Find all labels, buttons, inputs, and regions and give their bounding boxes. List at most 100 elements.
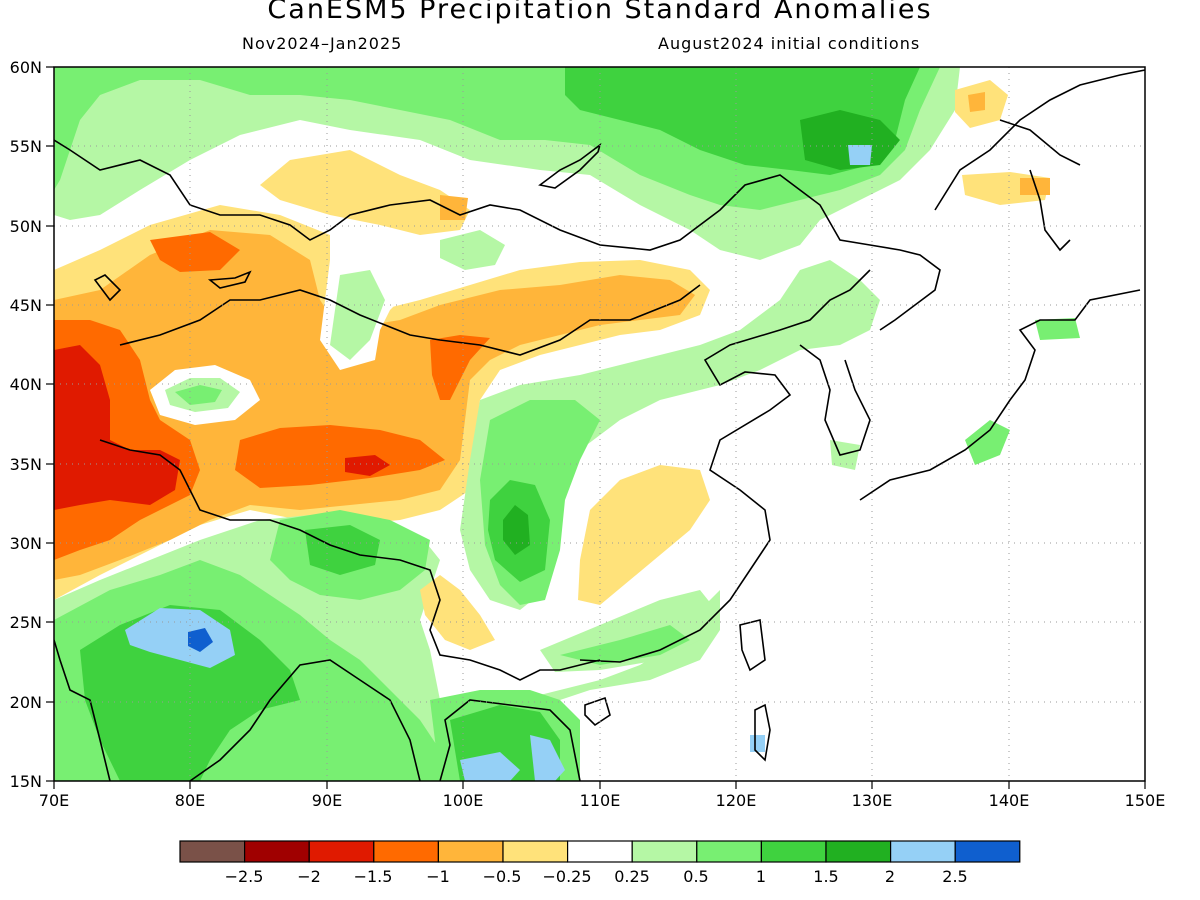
- hainan-coast: [584, 696, 611, 727]
- colorbar-label: 2.5: [942, 867, 967, 886]
- lat-label: 30N: [10, 534, 42, 553]
- dry-region-central-5: [235, 425, 445, 488]
- wet-region-india-3: [188, 628, 213, 652]
- lat-label: 20N: [10, 693, 42, 712]
- colorbar-swatch: [825, 840, 892, 863]
- philippines-coast: [739, 619, 766, 672]
- forecast-period: Nov2024–Jan2025: [242, 34, 403, 53]
- lon-label: 70E: [39, 791, 69, 810]
- sakhalin-coast: [1029, 169, 1071, 252]
- balkhash-lake: [207, 270, 252, 289]
- colorbar-label: 1.5: [813, 867, 838, 886]
- wet-region-india: [80, 605, 300, 781]
- map-title: CanESM5 Precipitation Standard Anomalies: [267, 0, 933, 25]
- colorbar: [179, 840, 1021, 863]
- wet-region-india-2: [125, 608, 235, 668]
- lat-label: 40N: [10, 375, 42, 394]
- colorbar-label: 2: [885, 867, 895, 886]
- wet-region-indochina-4: [530, 735, 565, 781]
- colorbar-swatch: [760, 840, 827, 863]
- wet-spot-hokkaido: [1035, 318, 1080, 340]
- latitude-labels: 60N 55N 50N 45N 40N 35N 30N 25N 20N 15N: [10, 58, 42, 791]
- colorbar-swatch: [308, 840, 375, 863]
- longitude-labels: 70E 80E 90E 100E 110E 120E 130E 140E 150…: [39, 791, 1166, 810]
- china-east-coast: [579, 269, 871, 663]
- lat-label: 35N: [10, 455, 42, 474]
- taiwan-coast: [754, 703, 771, 762]
- dry-spot-kamchatka-2: [968, 92, 985, 112]
- initial-conditions: August2024 initial conditions: [658, 34, 921, 53]
- colorbar-swatch: [889, 840, 956, 863]
- baikal-lake: [538, 142, 602, 189]
- colorbar-label: 0.5: [683, 867, 708, 886]
- wet-region-central-china: [460, 260, 880, 610]
- lat-label: 55N: [10, 137, 42, 156]
- caspian-aral-coast: [93, 274, 122, 302]
- lon-label: 80E: [175, 791, 205, 810]
- india-coast: [54, 639, 111, 781]
- dry-region-east-china: [578, 465, 710, 605]
- colorbar-swatch: [631, 840, 698, 863]
- colorbar-swatch: [502, 840, 569, 863]
- wet-spot-altai: [330, 270, 385, 360]
- lat-label: 45N: [10, 296, 42, 315]
- dry-region-central-7: [54, 345, 180, 510]
- gridlines: [54, 67, 1145, 781]
- colorbar-swatch: [696, 840, 762, 863]
- colorbar-label: −0.25: [542, 867, 591, 886]
- lat-label: 50N: [10, 217, 42, 236]
- lat-label: 25N: [10, 613, 42, 632]
- colorbar-label: −2: [297, 867, 321, 886]
- coastlines-borders: [54, 69, 1145, 781]
- wet-region-south-china-2: [560, 625, 690, 665]
- wet-spot-korea: [830, 440, 860, 470]
- wet-spot-mongolia: [440, 230, 505, 270]
- wet-region-central-china-4: [503, 505, 530, 555]
- colorbar-label: −1.5: [354, 867, 393, 886]
- colorbar-swatch: [954, 840, 1021, 863]
- wet-region-north-4: [800, 110, 900, 170]
- colorbar-swatch: [179, 840, 246, 863]
- lat-label: 15N: [10, 772, 42, 791]
- colorbar-swatch: [437, 840, 504, 863]
- lon-label: 90E: [312, 791, 342, 810]
- colorbar-label: 0.25: [614, 867, 650, 886]
- dry-region-mongolia-2: [440, 195, 468, 220]
- colorbar-swatch: [244, 840, 310, 863]
- dry-region-central-4: [150, 232, 240, 272]
- kamchatka-coast: [999, 119, 1081, 166]
- lon-label: 140E: [989, 791, 1030, 810]
- lon-label: 150E: [1125, 791, 1166, 810]
- lon-label: 100E: [443, 791, 484, 810]
- dry-region-central-8: [345, 455, 390, 476]
- colorbar-label: 1: [756, 867, 766, 886]
- colorbar-swatch: [373, 840, 439, 863]
- lon-label: 110E: [580, 791, 621, 810]
- axis-ticks: [46, 66, 1146, 789]
- lon-label: 120E: [716, 791, 757, 810]
- wet-region-north-5: [848, 145, 872, 165]
- colorbar-labels: −2.5 −2 −1.5 −1 −0.5 −0.25 0.25 0.5 1 1.…: [225, 867, 968, 886]
- okhotsk-coast: [934, 69, 1145, 211]
- wet-spot-taiwan: [750, 735, 765, 752]
- colorbar-label: −2.5: [225, 867, 264, 886]
- lat-label: 60N: [10, 58, 42, 77]
- wet-spot-japan: [965, 420, 1010, 465]
- japan-coast: [859, 289, 1141, 501]
- colorbar-label: −0.5: [483, 867, 522, 886]
- russia-border: [54, 139, 941, 331]
- himalaya-border: [99, 439, 601, 681]
- colorbar-swatch: [566, 840, 633, 863]
- dry-region-mongolia: [260, 150, 470, 235]
- bay-of-bengal-coast: [189, 659, 421, 781]
- wet-region-indochina-3: [460, 752, 520, 781]
- wet-spot-tianshan-3: [175, 385, 222, 405]
- lon-label: 130E: [852, 791, 893, 810]
- indochina-coast: [439, 699, 581, 781]
- dry-region-central-2: [54, 230, 695, 580]
- anomaly-fields: [54, 67, 1145, 781]
- china-west-border: [119, 284, 701, 356]
- colorbar-label: −1: [426, 867, 450, 886]
- korea-coast: [799, 344, 871, 456]
